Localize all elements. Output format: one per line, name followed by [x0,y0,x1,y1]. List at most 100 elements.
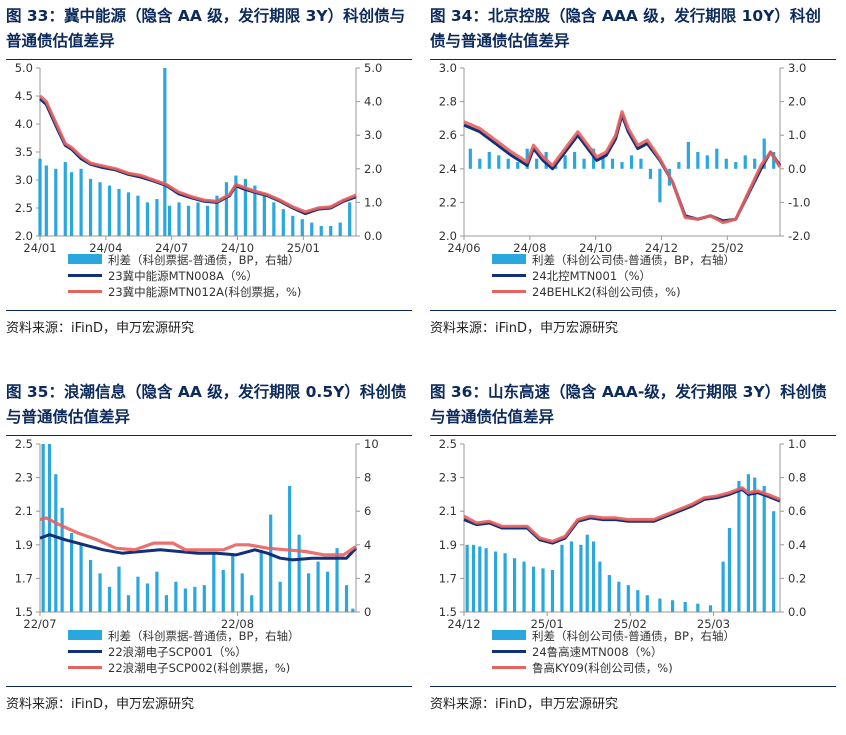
spread-bar [259,549,263,612]
spread-bar [70,172,74,236]
spread-bar [516,162,520,169]
chart-svg: 5.0 4.5 4.0 3.5 3.0 2.5 2.0 5.0 4.0 3.0 2.0 1.0 0.0 2… [15,61,383,299]
legend-label: 利差（科创票据-普通债，BP，右轴） [108,629,299,643]
spread-bar [497,155,501,169]
x-tick-label: 25/01 [287,241,320,255]
title-rule [430,59,836,60]
spread-bar [677,162,681,169]
spread-bar [177,202,181,236]
legend-label: 23冀中能源MTN008A（%） [108,269,258,283]
legend-swatch-bar [492,254,526,264]
left-tick-label: 2.5 [439,437,457,451]
spread-bar [117,188,121,236]
spread-bar [136,576,140,612]
chart-panel-36: 图 36：山东高速（隐含 AAA-级，发行期限 3Y）科创债与普通债估值差异 2… [430,380,840,735]
source-note: 资料来源：iFinD，申万宏源研究 [430,697,619,712]
x-tick-label: 22/07 [23,617,56,631]
spread-bar [240,573,244,612]
spread-bar [686,141,690,169]
legend-label: 23冀中能源MTN012A(科创票据，%) [108,285,301,299]
spread-bar [705,155,709,169]
spread-bar [535,158,539,169]
spread-bar [762,138,766,169]
series-line-sci [463,486,781,543]
legend-label: 24鲁高速MTN008（%） [532,645,663,659]
spread-bar [186,205,191,236]
spread-bar [471,544,476,612]
spread-bar [582,158,586,169]
left-tick-label: 2.0 [439,229,457,243]
spread-bar [307,573,311,612]
legend-swatch-line [68,274,102,277]
spread-bar [579,544,583,612]
spread-bar [563,155,567,169]
x-tick-label: 25/03 [697,617,730,631]
spread-bar [696,152,700,169]
spread-bar [338,222,342,236]
spread-bar [724,158,728,169]
spread-bar [41,444,45,612]
spread-bar [126,192,131,236]
spread-bar [348,202,352,236]
chart-title: 图 36：山东高速（隐含 AAA-级，发行期限 3Y）科创债与普通债估值差异 [430,383,827,426]
spread-bar [60,507,64,612]
left-tick-label: 2.3 [15,471,33,485]
left-tick-label: 3.5 [15,145,33,159]
spread-bar [591,541,596,612]
spread-bar [88,559,93,612]
spread-bar [167,205,172,236]
spread-bar [541,568,545,612]
right-tick-label: 10 [364,437,379,451]
spread-bar [253,185,257,236]
spread-bar [262,195,266,236]
spread-bar [98,573,102,612]
spread-bar [38,158,42,236]
spread-bar [44,165,48,236]
chart-title: 图 35：浪潮信息（隐含 AA 级，发行期限 0.5Y）科创债与普通债估值差异 [6,383,407,426]
legend-label: 利差（科创公司债-普通债，BP，右轴） [532,629,735,643]
spread-bar [231,554,235,612]
series-line-regular [39,533,358,562]
left-tick-label: 2.2 [439,195,457,209]
series-line-regular [463,487,781,545]
spread-bar [310,222,314,236]
spread-bar [325,571,330,612]
spread-bar [484,548,488,612]
spread-bar [478,158,482,169]
legend-label: 22浪潮电子SCP002(科创票据，%) [108,661,290,675]
spread-bar [617,581,621,612]
spread-bar [269,514,273,612]
spread-bar [737,480,741,612]
spread-bar [620,162,624,169]
chart-svg: 2.5 2.3 2.1 1.9 1.7 1.5 10 8 6 4 2 0 22/07 22/08利差（科创… [15,437,379,675]
series-line-sci [463,110,782,225]
spread-bar [196,202,200,236]
source-note: 资料来源：iFinD，申万宏源研究 [430,321,619,336]
chart-title: 图 34：北京控股（隐含 AAA 级，发行期限 10Y）科创债与普通债估值差异 [430,7,821,50]
spread-bar [234,175,238,236]
spread-bar [560,544,564,612]
chart-panel-33: 图 33：冀中能源（隐含 AA 级，发行期限 3Y）科创债与普通债估值差异 5.… [6,4,416,359]
left-tick-label: 2.1 [15,504,33,518]
spread-bar [54,474,58,612]
spread-bar [465,544,469,612]
legend-label: 24BEHLK2(科创公司债，%) [532,285,681,299]
left-tick-label: 3.0 [439,61,457,75]
left-tick-label: 1.7 [439,571,457,585]
legend-swatch-line [68,666,102,669]
spread-bar [753,158,757,169]
title-rule [6,59,412,60]
x-tick-label: 24/10 [221,241,254,255]
x-tick-label: 24/08 [513,241,546,255]
right-tick-label: 4 [364,538,371,552]
spread-bar [319,225,323,236]
spread-bar [696,603,700,612]
spread-bar [721,561,725,612]
right-tick-label: 8 [364,471,371,485]
legend-label: 利差（科创公司债-普通债，BP，右轴） [532,253,735,267]
right-tick-label: 2 [364,571,371,585]
right-tick-label: 0.0 [788,605,806,619]
left-tick-label: 2.6 [439,128,457,142]
right-tick-label: 2.0 [364,162,382,176]
right-tick-label: 0.2 [788,571,806,585]
